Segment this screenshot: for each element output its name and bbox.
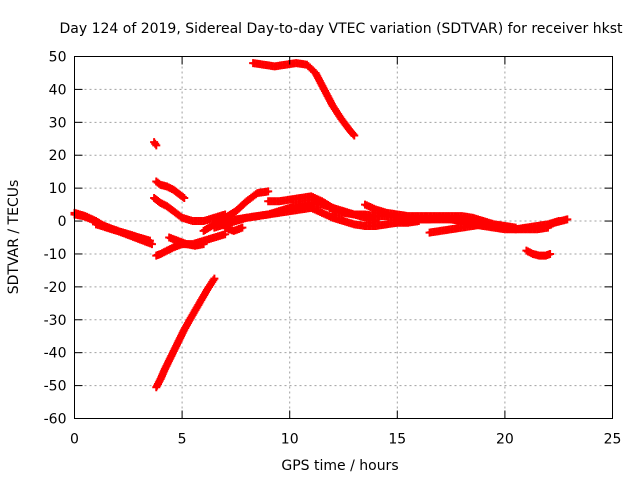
data-point: [151, 139, 160, 148]
series-arc-23: [522, 246, 555, 260]
y-tick-label: -60: [44, 412, 67, 428]
series-arc-6: [150, 194, 230, 226]
x-tick-label: 25: [604, 432, 622, 448]
y-tick-label: -30: [44, 313, 67, 329]
chart-title: Day 124 of 2019, Sidereal Day-to-day VTE…: [60, 21, 623, 37]
data-point: [180, 194, 189, 203]
data-point: [349, 130, 358, 139]
y-tick-label: 30: [49, 115, 67, 131]
series-arc-5: [152, 177, 189, 203]
series-arc-8: [165, 233, 208, 250]
data-point: [209, 276, 218, 285]
series-arc-22: [543, 215, 572, 230]
data-point: [210, 274, 219, 283]
plot-frame: [74, 56, 613, 419]
y-tick-label: 0: [58, 214, 67, 230]
series-arc-13: [221, 223, 247, 235]
data-point: [145, 236, 154, 245]
data-point: [199, 240, 208, 249]
axis-ticks: -60 -50 -40 -30 -20 -10 0 10 20 30 40 50 0 5 10 15 20 25: [44, 50, 622, 448]
data-point: [563, 215, 572, 224]
data-point: [546, 249, 555, 258]
y-tick-label: 40: [49, 82, 67, 98]
y-tick-label: 10: [49, 181, 67, 197]
x-axis-label: GPS time / hours: [281, 458, 398, 474]
y-tick-label: -40: [44, 346, 67, 362]
x-tick-label: 10: [281, 432, 299, 448]
y-axis-label: SDTVAR / TECUs: [6, 180, 22, 295]
grid: [74, 56, 613, 419]
y-tick-label: 20: [49, 148, 67, 164]
series-arc-3: [92, 220, 154, 245]
data-series: [70, 59, 572, 392]
x-tick-label: 0: [70, 432, 79, 448]
y-tick-label: -50: [44, 379, 67, 395]
data-point: [350, 131, 359, 140]
series-arc-4: [150, 138, 161, 150]
y-tick-label: -20: [44, 280, 67, 296]
data-point: [178, 192, 187, 201]
series-arc-14: [249, 59, 359, 140]
data-point: [152, 141, 161, 150]
series-arc-9: [152, 274, 219, 392]
x-tick-label: 5: [178, 432, 187, 448]
y-tick-label: 50: [49, 50, 67, 66]
x-tick-label: 15: [388, 432, 406, 448]
data-point: [264, 187, 273, 196]
x-tick-label: 20: [496, 432, 514, 448]
y-tick-label: -10: [44, 247, 67, 263]
data-point: [238, 223, 247, 232]
